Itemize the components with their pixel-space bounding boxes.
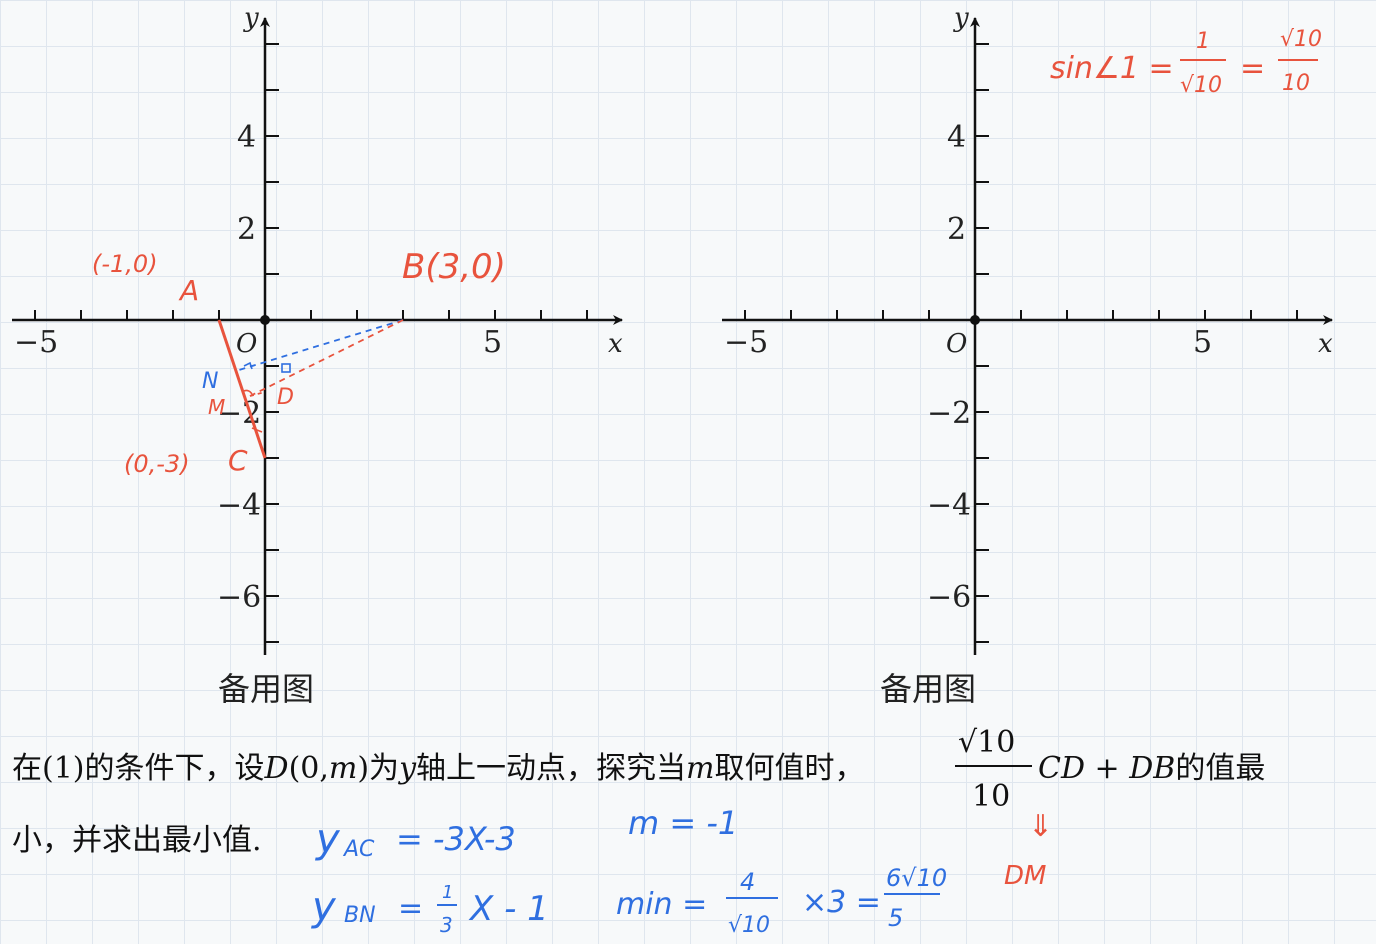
right-angle-mark-n	[243, 361, 253, 370]
left-x-tick-neg5: −5	[14, 325, 58, 360]
left-y-axis-name: y	[243, 3, 259, 33]
point-c-coordinate: (0,-3)	[124, 450, 190, 478]
min-times-three: ×3 =	[802, 885, 881, 920]
line-bn-subscript: BN	[344, 903, 376, 928]
var-d: D	[264, 751, 289, 786]
right-x-tick-neg5: −5	[724, 325, 768, 360]
min-result-denominator: 5	[888, 904, 903, 932]
line-ac-subscript: AC	[342, 837, 375, 862]
right-origin-dot	[970, 315, 980, 325]
dm-label: DM	[1004, 861, 1046, 891]
var-y: y	[397, 751, 417, 786]
left-y-tick-4: 4	[237, 120, 256, 155]
var-m: m	[329, 751, 357, 786]
angle-mark-m	[241, 389, 253, 395]
left-origin-label: O	[236, 329, 257, 359]
left-y-tick-neg4: −4	[217, 488, 261, 523]
right-y-axis-name: y	[953, 3, 969, 33]
sin-annotation: sin∠1 = 1 √10 = √10 10	[1050, 27, 1322, 98]
left-x-tick-5: 5	[483, 325, 502, 360]
sin-eq-left: sin∠1 =	[1050, 51, 1174, 86]
left-coordinate-graph: −5 5 4 2 −2 −4 −6 O x y 备用图 (-1,0) A B(3…	[12, 3, 623, 708]
line-bn-equals: =	[398, 891, 423, 926]
problem-text-part3: )为	[357, 751, 399, 786]
left-x-ticks	[34, 310, 588, 320]
problem-text-part5: 取何值时，	[714, 751, 864, 786]
point-m-label: M	[208, 395, 225, 419]
solution-work: y AC = -3X-3 y BN = 1 3 X - 1 m = -1 min…	[311, 804, 947, 938]
problem-text-part2: (0,	[289, 751, 329, 786]
point-d-label: D	[277, 385, 294, 410]
m-value: m = -1	[628, 804, 738, 842]
line-bn-slope-numerator: 1	[442, 882, 453, 903]
segment-bm	[249, 319, 404, 397]
segment-bn	[238, 319, 404, 371]
right-y-tick-neg2: −2	[927, 396, 971, 431]
point-a-coordinate: (-1,0)	[92, 250, 158, 278]
angle-mark-c	[251, 427, 263, 433]
line-bn-equation-rhs: X - 1	[468, 889, 549, 929]
coefficient-numerator: √10	[958, 725, 1015, 760]
left-y-tick-neg6: −6	[217, 580, 261, 615]
min-result-numerator: 6√10	[886, 864, 947, 892]
problem-text-part6: 的值最	[1175, 751, 1265, 786]
point-b-label: B(3,0)	[402, 247, 506, 287]
min-label: min =	[616, 887, 707, 922]
point-a-label: A	[178, 274, 199, 307]
right-y-tick-4: 4	[947, 120, 966, 155]
min-frac-denominator: √10	[728, 913, 770, 938]
line-bn-y: y	[311, 884, 337, 930]
right-y-ticks	[975, 43, 989, 643]
right-coordinate-graph: −5 5 4 2 −2 −4 −6 O x y 备用图 sin∠1 = 1 √1…	[722, 3, 1333, 708]
right-y-tick-neg4: −4	[927, 488, 971, 523]
sin-eq-mid: =	[1240, 51, 1265, 86]
segment-md	[249, 391, 266, 397]
line-ac-y: y	[315, 816, 341, 862]
sin-frac2-denominator: 10	[1282, 71, 1310, 96]
right-y-tick-2: 2	[947, 212, 966, 247]
point-n-label: N	[202, 369, 218, 394]
min-frac-numerator: 4	[740, 868, 755, 896]
point-c-label: C	[228, 444, 248, 477]
left-graph-caption: 备用图	[218, 670, 314, 708]
right-x-tick-5: 5	[1193, 325, 1212, 360]
problem-line-2: 小，并求出最小值.	[12, 823, 262, 858]
right-x-ticks	[744, 310, 1298, 320]
problem-line-1: 在(1)的条件下，设D(0,m)为y轴上一动点，探究当m取何值时，	[12, 751, 864, 786]
left-x-axis-name: x	[608, 329, 623, 359]
coefficient-denominator: 10	[972, 779, 1010, 814]
problem-text-part4: 轴上一动点，探究当	[416, 751, 686, 786]
sin-frac1-denominator: √10	[1180, 73, 1222, 98]
right-y-tick-neg6: −6	[927, 580, 971, 615]
line-ac-equation: = -3X-3	[396, 820, 516, 858]
line-bn-slope-denominator: 3	[440, 913, 453, 937]
var-m-2: m	[686, 751, 714, 786]
right-origin-label: O	[946, 329, 967, 359]
down-arrow-icon: ⇓	[1028, 809, 1053, 844]
sin-frac1-numerator: 1	[1196, 29, 1210, 54]
right-x-axis-name: x	[1318, 329, 1333, 359]
problem-line-1-tail: CD + DB的值最	[1038, 751, 1265, 786]
left-y-tick-2: 2	[237, 212, 256, 247]
expression-cd-db: CD + DB	[1038, 751, 1175, 786]
left-y-ticks	[265, 43, 279, 643]
problem-statement: 在(1)的条件下，设D(0,m)为y轴上一动点，探究当m取何值时， √10 10…	[12, 725, 1265, 858]
segment-ac	[217, 319, 267, 459]
sin-frac2-numerator: √10	[1280, 27, 1322, 52]
left-origin-dot	[260, 315, 270, 325]
problem-text-part1: 在(1)的条件下，设	[12, 751, 265, 786]
right-angle-mark-o	[281, 363, 291, 373]
right-graph-caption: 备用图	[880, 670, 976, 708]
